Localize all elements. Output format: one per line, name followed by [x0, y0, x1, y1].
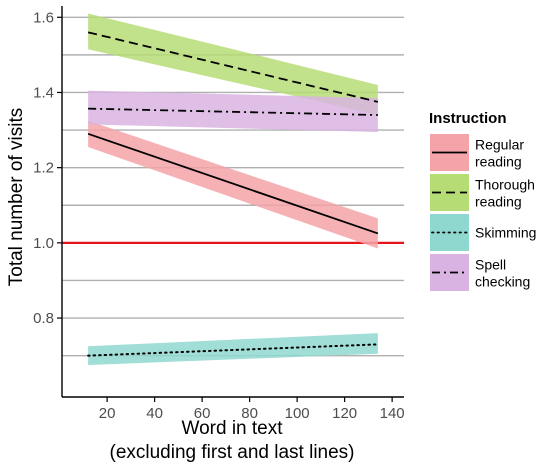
legend-title: Instruction — [429, 110, 507, 127]
x-tick-label: 20 — [99, 405, 116, 422]
x-tick-label: 100 — [285, 405, 310, 422]
y-tick-label: 1.6 — [33, 9, 54, 26]
y-tick-label: 0.8 — [33, 310, 54, 327]
y-tick-label: 1.4 — [33, 84, 54, 101]
axes — [57, 6, 404, 402]
y-tick-label: 1.2 — [33, 160, 54, 177]
legend-label-1: reading — [475, 194, 522, 210]
x-tick-labels: 20 40 60 80 100 120 140 — [99, 405, 405, 422]
x-tick-label: 120 — [332, 405, 357, 422]
series-lines — [87, 31, 379, 357]
legend-label-2: Skimming — [475, 225, 536, 241]
x-tick-label: 140 — [380, 405, 405, 422]
y-tick-label: 1.0 — [33, 235, 54, 252]
legend-items: RegularreadingThoroughreadingSkimmingSpe… — [430, 134, 536, 291]
x-tick-label: 60 — [194, 405, 211, 422]
x-axis-title: Word in text — [181, 418, 283, 439]
y-tick-labels: 0.8 1.0 1.2 1.4 1.6 — [33, 9, 54, 327]
y-axis-title: Total number of visits — [6, 108, 27, 286]
x-tick-label: 80 — [241, 405, 258, 422]
legend-label-3: checking — [475, 274, 530, 290]
legend-label-3: Spell — [475, 257, 506, 273]
legend-label-0: Regular — [475, 137, 524, 153]
line-series-2 — [87, 343, 379, 357]
legend-label-0: reading — [475, 154, 522, 170]
legend-label-1: Thorough — [475, 177, 535, 193]
line-series-1 — [87, 31, 379, 103]
band-series-2 — [88, 333, 378, 366]
band-series-1 — [88, 13, 378, 116]
x-axis-subtitle: (excluding first and last lines) — [110, 442, 355, 463]
x-tick-label: 40 — [146, 405, 163, 422]
legend: Instruction RegularreadingThoroughreadin… — [429, 110, 536, 291]
line-series-3 — [88, 107, 378, 116]
line-series-0 — [87, 132, 379, 235]
